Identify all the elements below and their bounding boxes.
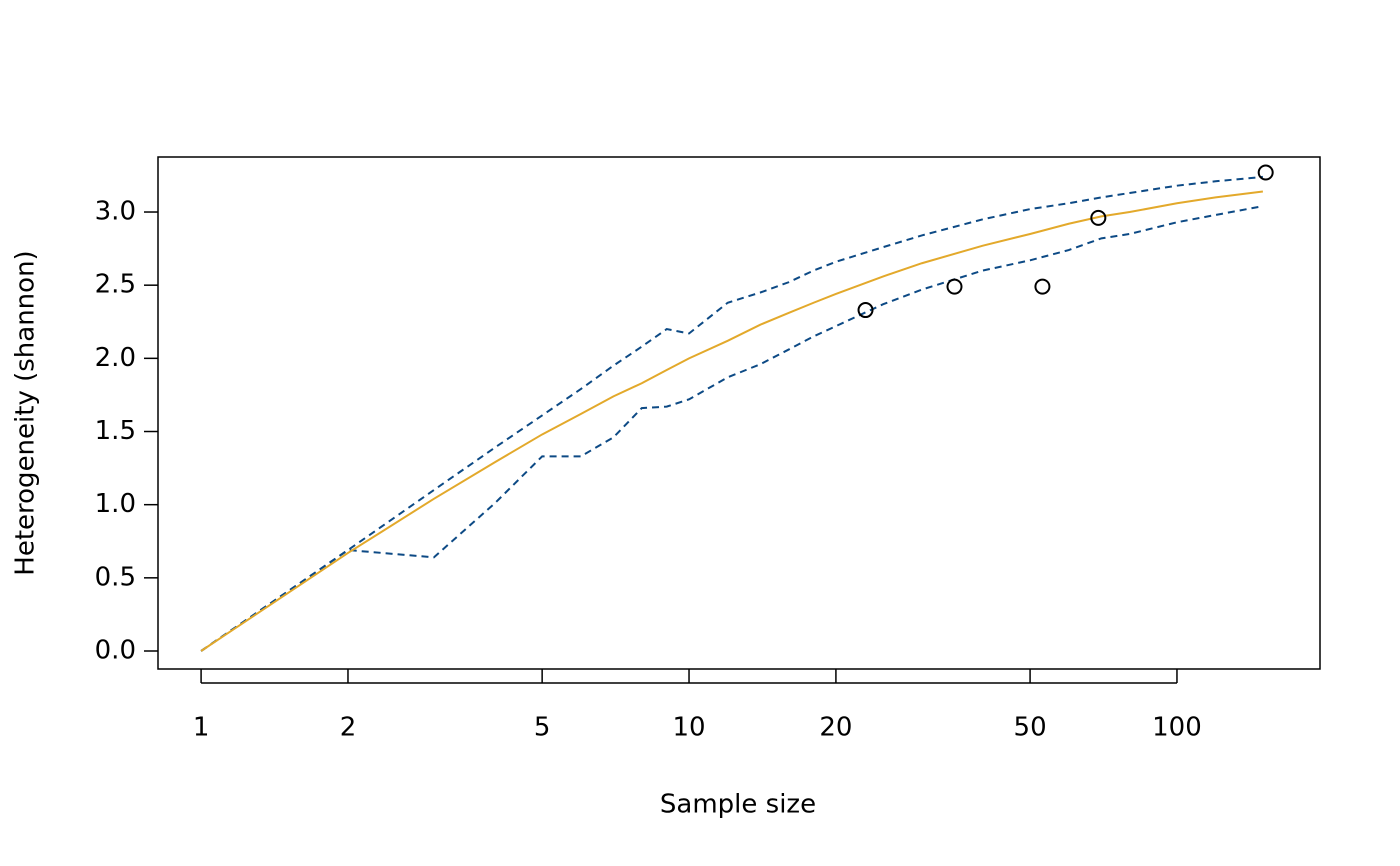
x-tick-label: 1	[193, 713, 210, 743]
x-tick-label: 100	[1152, 713, 1202, 743]
point	[946, 278, 963, 295]
x-tick-label: 20	[819, 713, 852, 743]
y-tick-label: 2.5	[95, 270, 136, 300]
y-axis-label: Heterogeneity (shannon)	[11, 250, 41, 575]
x-tick-label: 2	[340, 713, 357, 743]
point	[1034, 278, 1051, 295]
y-tick-label: 2.0	[95, 343, 136, 373]
y-tick-label: 3.0	[95, 197, 136, 227]
plot-box	[157, 156, 1321, 670]
y-tick-label: 0.5	[95, 562, 136, 592]
x-tick-label: 50	[1014, 713, 1047, 743]
point	[857, 302, 874, 319]
x-tick-label: 10	[672, 713, 705, 743]
line	[200, 175, 1263, 652]
y-tick-label: 1.5	[95, 416, 136, 446]
point	[1090, 209, 1107, 226]
y-tick-label: 0.0	[95, 636, 136, 666]
x-axis-label: Sample size	[660, 790, 816, 820]
point	[1257, 164, 1274, 181]
x-tick-label: 5	[534, 713, 551, 743]
y-tick-label: 1.0	[95, 489, 136, 519]
line	[200, 190, 1264, 652]
line	[200, 205, 1264, 652]
